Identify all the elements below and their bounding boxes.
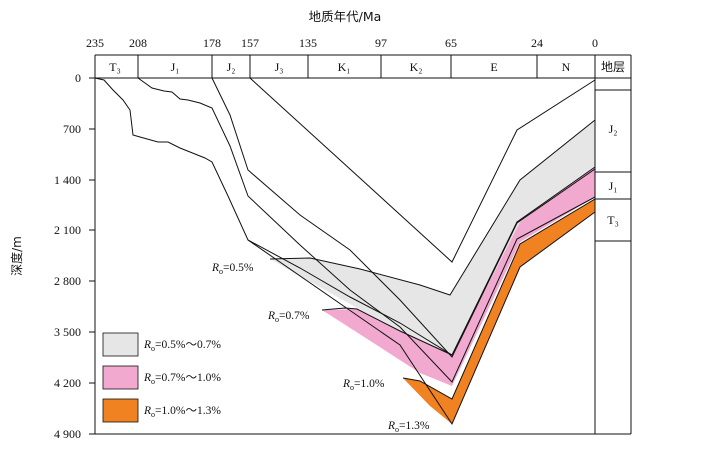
- burial-curve-j1: [137, 77, 596, 383]
- legend-subscript: o: [151, 344, 155, 353]
- legend-subscript: o: [151, 410, 155, 419]
- burial-curve-j2: [211, 77, 596, 358]
- legend-value: =1.0%～1.3%: [155, 405, 221, 417]
- x-tick-label: 97: [375, 36, 387, 50]
- strata-label: T₃: [607, 213, 619, 227]
- zone-ro-0.7-1.0: [322, 167, 595, 386]
- y-tick-label: 2 100: [54, 223, 81, 237]
- period-label: J₁: [171, 60, 180, 74]
- x-tick-label: 65: [445, 36, 457, 50]
- strata-column: J₂ J₁ T₃: [595, 89, 631, 242]
- period-label: N: [562, 60, 571, 74]
- ro-label-1.3: Ro=1.3%: [387, 420, 430, 434]
- x-tick-label: 24: [531, 36, 543, 50]
- ro-symbol: R: [387, 420, 395, 432]
- ro-label-0.7: Ro=0.7%: [267, 310, 310, 324]
- x-tick-label: 178: [203, 36, 221, 50]
- ro-symbol: R: [267, 310, 275, 322]
- legend-symbol: R: [143, 372, 151, 384]
- x-axis-tick-labels: 235 208 178 157 135 97 65 24 0: [86, 36, 598, 50]
- x-tick-label: 157: [241, 36, 259, 50]
- burial-curve-zone-top: [269, 119, 596, 296]
- y-tick-label: 4 200: [54, 376, 81, 390]
- burial-curve-bottom: [247, 211, 596, 426]
- period-label: J₃: [275, 60, 284, 74]
- legend-symbol: R: [143, 339, 151, 351]
- y-tick-label: 3 500: [54, 325, 81, 339]
- legend-label: Ro=0.5%～0.7%: [143, 339, 221, 353]
- y-axis-tick-labels: 0 700 1 400 2 100 2 800 3 500 4 200 4 90…: [54, 71, 81, 441]
- y-axis-ticks: [89, 77, 95, 435]
- x-tick-label: 235: [86, 36, 104, 50]
- y-tick-label: 2 800: [54, 274, 81, 288]
- y-tick-label: 0: [75, 71, 81, 85]
- legend-swatch-pink: [102, 365, 139, 390]
- period-label: T₃: [109, 60, 121, 74]
- y-axis-title: 深度/m: [9, 236, 24, 276]
- y-tick-label: 1 400: [54, 173, 81, 187]
- thermal-maturity-zones: [270, 120, 595, 424]
- legend-subscript: o: [151, 377, 155, 386]
- legend-value: =0.5%～0.7%: [155, 339, 221, 351]
- legend-symbol: R: [143, 405, 151, 417]
- y-tick-label: 4 900: [54, 427, 81, 441]
- zone-ro-1.0-1.3: [403, 199, 595, 424]
- burial-curves: [94, 77, 596, 426]
- zone-ro-0.5-0.7: [270, 120, 595, 355]
- x-tick-label: 135: [299, 36, 317, 50]
- plot-frame: [94, 55, 632, 435]
- x-tick-label: 208: [129, 36, 147, 50]
- legend-label: Ro=1.0%～1.3%: [143, 405, 221, 419]
- ro-value: =0.5%: [223, 262, 254, 274]
- ro-subscript: o: [275, 315, 279, 324]
- strata-label: J₁: [609, 179, 618, 193]
- ro-labels: Ro=0.5% Ro=0.7% Ro=1.0% Ro=1.3%: [211, 262, 430, 434]
- ro-symbol: R: [211, 262, 219, 274]
- ro-value: =0.7%: [279, 310, 310, 322]
- period-header: T₃ J₁ J₂ J₃ K₁ K₂ E N 地层: [95, 54, 631, 79]
- period-label: K₂: [410, 60, 423, 74]
- ro-label-0.5: Ro=0.5%: [211, 262, 254, 276]
- ro-subscript: o: [395, 425, 399, 434]
- period-label: K₁: [338, 60, 351, 74]
- ro-subscript: o: [219, 267, 223, 276]
- y-tick-label: 700: [63, 122, 81, 136]
- burial-curve-ro-1.0: [402, 198, 596, 400]
- legend-swatch-gray: [102, 332, 139, 357]
- legend-value: =0.7%～1.0%: [155, 372, 221, 384]
- ro-label-1.0: Ro=1.0%: [342, 378, 385, 392]
- legend: Ro=0.5%～0.7% Ro=0.7%～1.0% Ro=1.0%～1.3%: [102, 332, 221, 423]
- burial-curve-ro-0.7: [321, 307, 453, 356]
- period-label: J₂: [227, 60, 236, 74]
- period-label: E: [490, 60, 497, 74]
- x-tick-label: 0: [592, 36, 598, 50]
- legend-swatch-orange: [102, 398, 139, 423]
- ro-subscript: o: [350, 383, 354, 392]
- strata-label: J₂: [609, 122, 618, 136]
- ro-value: =1.3%: [399, 420, 430, 432]
- legend-label: Ro=0.7%～1.0%: [143, 372, 221, 386]
- strata-header: 地层: [601, 60, 625, 74]
- x-axis-title: 地质年代/Ma: [309, 9, 382, 24]
- ro-value: =1.0%: [354, 378, 385, 390]
- ro-symbol: R: [342, 378, 350, 390]
- burial-curve-j3-k: [249, 77, 596, 263]
